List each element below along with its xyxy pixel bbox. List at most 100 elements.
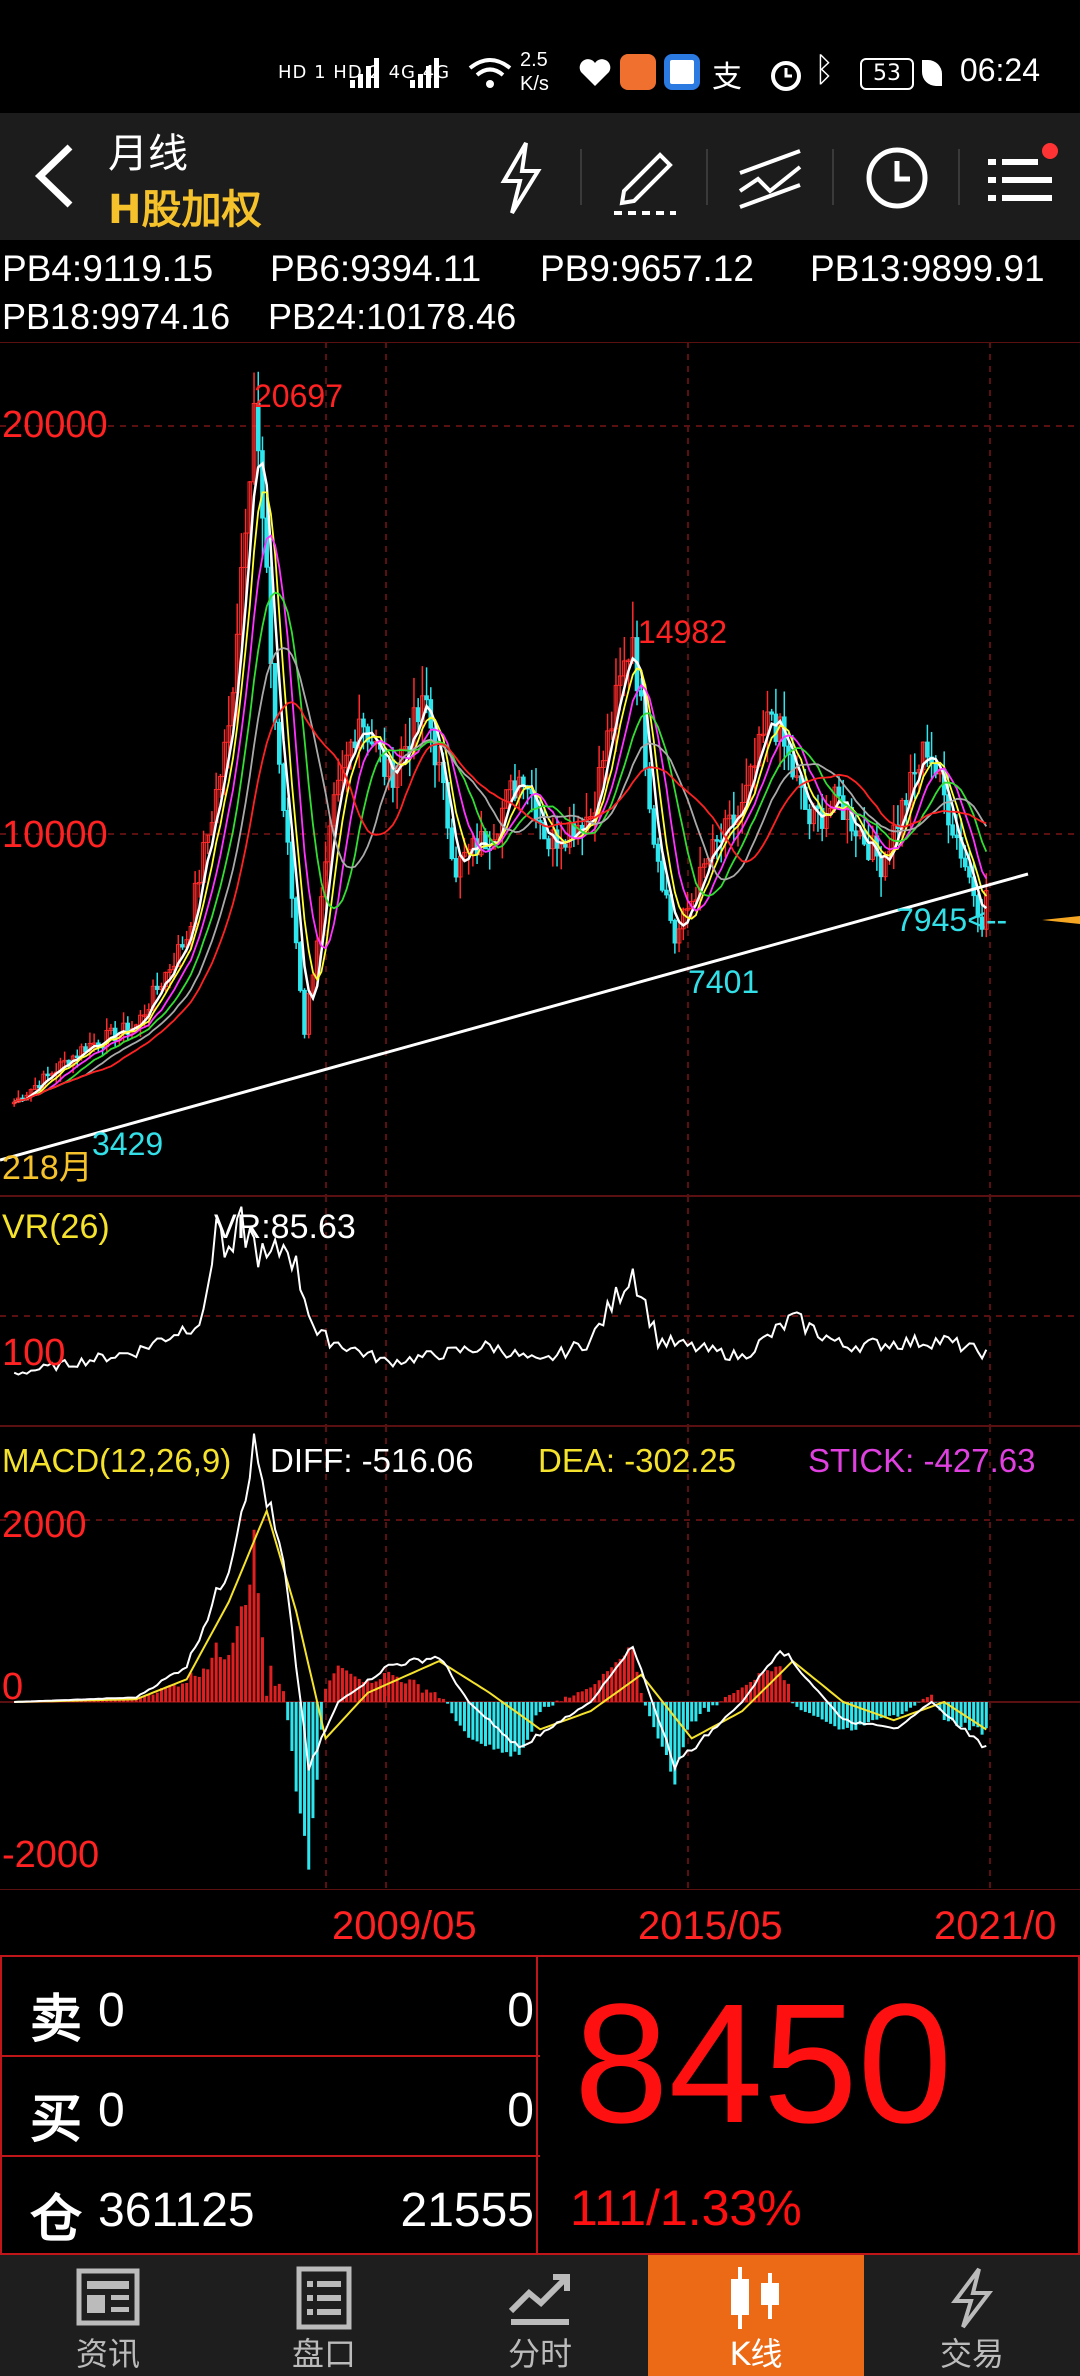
candle-body [361, 718, 366, 728]
ma-legend-pb18: PB18:9974.16 [2, 296, 231, 337]
vr-value: VR:85.63 [214, 1208, 356, 1246]
toolbar-divider [706, 149, 708, 205]
macd-chart[interactable] [0, 1425, 1080, 1891]
draw-line-icon[interactable] [726, 133, 816, 223]
candle-body [697, 866, 703, 901]
trend-line-label: 218月 [2, 1149, 93, 1187]
ask-price: 0 [98, 1984, 125, 2037]
battery-icon: 53 [860, 58, 914, 90]
annotation-high: 20697 [254, 378, 343, 414]
annotation-peak2: 14982 [638, 614, 727, 650]
candle-body [205, 834, 211, 843]
nav-news[interactable]: 资讯 [0, 2255, 216, 2376]
status-icons: HD 1 HD 2 4G 4G [278, 52, 450, 85]
lightning-icon[interactable] [476, 133, 566, 223]
candle-body [807, 808, 812, 825]
candle-body [760, 733, 766, 737]
candle-body [32, 1085, 38, 1091]
ma-legend-pb13: PB13:9899.91 [810, 248, 1045, 289]
candle-body [154, 985, 160, 990]
candle-body [748, 765, 753, 786]
macd-diff: DIFF: -516.06 [270, 1442, 474, 1479]
candle-body [609, 728, 615, 732]
vr-panel[interactable]: VR(26) VR:85.63 100 [0, 1195, 1080, 1427]
macd-y-label-0: 0 [2, 1666, 24, 1708]
candle-body [563, 844, 568, 848]
candle-body [912, 771, 918, 775]
ask-volume: 0 [507, 1984, 534, 2037]
annotation-low-start: 3429 [92, 1126, 164, 1162]
candle-body [276, 721, 282, 765]
last-price-box[interactable]: 8450 111/1.33% [538, 1955, 1080, 2255]
ask-label: 卖 [30, 1990, 83, 2050]
candle-body [167, 969, 173, 973]
candle-body [45, 1073, 51, 1077]
nav-orderbook[interactable]: 盘口 [216, 2255, 432, 2376]
candle-body [306, 993, 312, 1035]
last-price: 8450 [574, 1969, 953, 2159]
intraday-icon [508, 2274, 570, 2325]
candle-body [794, 775, 800, 778]
price-chart[interactable] [0, 341, 1080, 1197]
candle-body [664, 889, 669, 896]
price-change: 111/1.33% [570, 2180, 802, 2236]
back-arrow-icon[interactable] [26, 141, 86, 211]
candle-body [62, 1059, 67, 1063]
ma-line [13, 591, 988, 1104]
candle-body [904, 799, 909, 806]
macd-diff-line [14, 1433, 987, 1772]
candle-body [685, 908, 690, 911]
nav-label: 交易 [939, 2335, 1004, 2373]
app-icon-2 [664, 54, 700, 90]
position-row[interactable]: 仓 361125 21555 [2, 2157, 540, 2257]
trend-line[interactable] [0, 872, 1029, 1162]
candle-body [647, 768, 652, 810]
macd-panel[interactable]: MACD(12,26,9) DIFF: -516.06 DEA: -302.25… [0, 1425, 1080, 1891]
vr-title: VR(26) [2, 1208, 110, 1246]
bid-row[interactable]: 买 0 0 [2, 2057, 540, 2157]
health-icon [579, 59, 611, 86]
candle-body [314, 940, 320, 976]
app-icon [620, 54, 656, 90]
candle-body [676, 928, 682, 944]
ma-line [13, 647, 988, 1104]
ma-legend-pb24: PB24:10178.46 [268, 296, 517, 337]
ma-line [13, 534, 988, 1104]
pencil-icon[interactable] [600, 133, 690, 223]
candle-body [272, 663, 278, 723]
nav-label: K线 [729, 2335, 783, 2373]
ask-row[interactable]: 卖 0 0 [2, 1957, 540, 2057]
ma-legend: PB4:9119.15 PB6:9394.11 PB9:9657.12 PB13… [0, 244, 1080, 342]
bottom-nav: 资讯 盘口 分时 K线 交易 [0, 2255, 1080, 2376]
candle-body [403, 746, 408, 750]
toolbar-divider [580, 149, 582, 205]
candle-body [727, 814, 732, 820]
trade-icon [951, 2267, 994, 2329]
chart-period-title: 月线 [108, 131, 188, 177]
macd-dea-line [14, 1507, 987, 1741]
clock-icon[interactable] [852, 133, 942, 223]
nav-kline[interactable]: K线 [648, 2255, 864, 2376]
candle-body [878, 855, 884, 878]
candle-body [436, 761, 442, 766]
candle-body [356, 718, 362, 748]
macd-title: MACD(12,26,9) [2, 1442, 232, 1479]
candle-body [954, 834, 960, 839]
y-label-10000: 10000 [2, 814, 108, 856]
nav-intraday[interactable]: 分时 [432, 2255, 648, 2376]
candle-body [680, 908, 686, 930]
network-speed: 2.5 K/s [520, 49, 549, 95]
nav-trade[interactable]: 交易 [864, 2255, 1080, 2376]
vr-chart[interactable] [0, 1195, 1080, 1427]
x-tick: 2015/05 [638, 1904, 783, 1948]
candle-body [786, 745, 791, 756]
candle-body [769, 711, 774, 715]
instrument-name[interactable]: H股加权 [108, 187, 262, 233]
candle-body [218, 775, 223, 791]
price-chart-panel[interactable]: 20000 10000 20697 14982 7401 3429 7945<-… [0, 341, 1080, 1197]
menu-icon[interactable] [976, 133, 1066, 223]
macd-dea: DEA: -302.25 [538, 1442, 737, 1479]
open-interest-change: 21555 [400, 2184, 534, 2237]
candle-body [142, 1014, 147, 1017]
position-label: 仓 [30, 2190, 83, 2250]
